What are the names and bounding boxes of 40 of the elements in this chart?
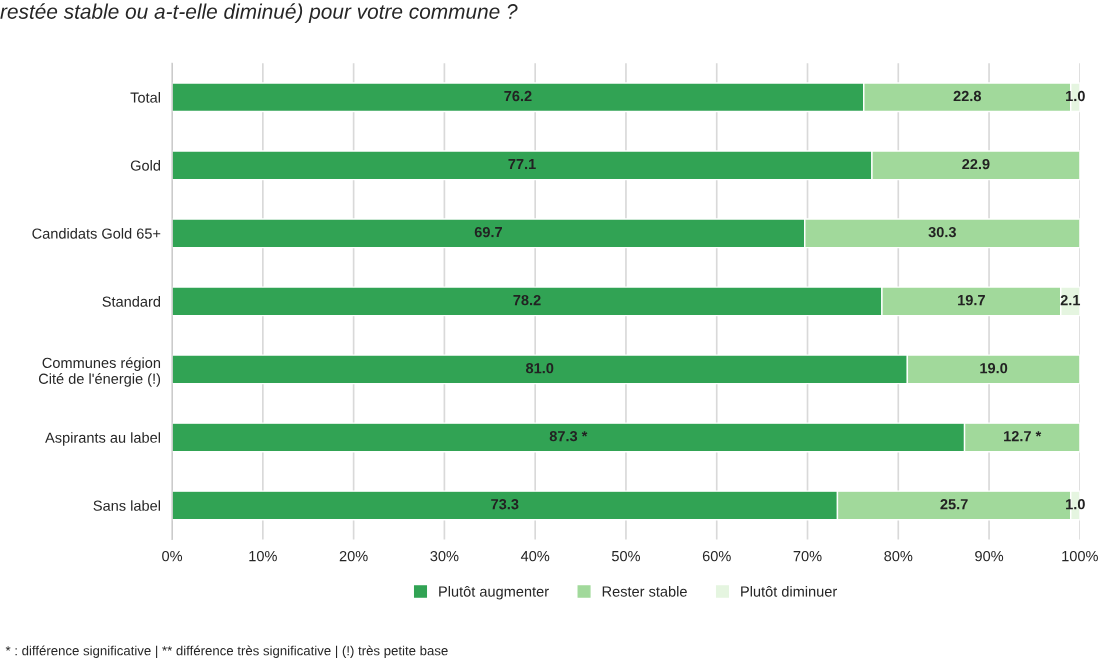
x-tick-label: 70% [793,550,822,562]
x-tick-label: 90% [975,550,1004,562]
data-label: 78.2 [513,294,541,306]
chart-title: restée stable ou a-t-elle diminué) pour votre commune ? [0,3,518,23]
text: * : différence significative | ** différence très significative | (!) très petite base [5,645,448,659]
data-label: 1.0 [1066,90,1085,102]
data-label: 22.9 [962,158,990,170]
data-label: 12.7 * [1004,431,1042,442]
data-label: 81.0 [525,362,554,374]
x-tick-label: 20% [339,550,368,562]
data-label: 87.3 * [549,431,588,442]
data-label: 2.1 [1060,294,1081,306]
legend-label: Plutôt augmenter [439,585,549,600]
legend-label: Rester stable [602,586,687,597]
data-label: 19.0 [980,362,1008,374]
x-tick-label: 40% [520,550,550,562]
y-tick-label: Candidats Gold 65+ [32,228,161,239]
y-tick-label: Gold [130,160,161,171]
data-label: 69.7 [474,226,502,238]
x-tick-label: 0% [162,550,183,562]
data-label: 30.3 [928,226,956,238]
x-tick-label: 10% [249,550,277,562]
y-tick-label: Total [130,92,160,103]
y-tick-label: Standard [102,296,161,307]
data-label: 22.8 [953,90,982,102]
y-tick-label: Sans label [93,500,160,511]
data-label: 76.2 [504,90,532,102]
x-tick-label: 30% [430,550,459,562]
legend-label: Plutôt diminuer [741,585,837,597]
data-label: 1.0 [1066,499,1085,510]
data-label: 77.1 [508,159,536,170]
x-tick-label: 50% [611,550,641,562]
x-tick-label: 80% [884,550,913,562]
data-label: 25.7 [940,499,968,510]
x-tick-label: 60% [702,550,731,562]
data-label: 73.3 [491,499,519,510]
x-tick-label: 100% [1062,550,1098,562]
y-tick-label: Aspirants au label [45,432,160,446]
y-tick-label: Communes région Cité de l'énergie (!) [38,357,161,387]
data-label: 19.7 [958,294,985,306]
